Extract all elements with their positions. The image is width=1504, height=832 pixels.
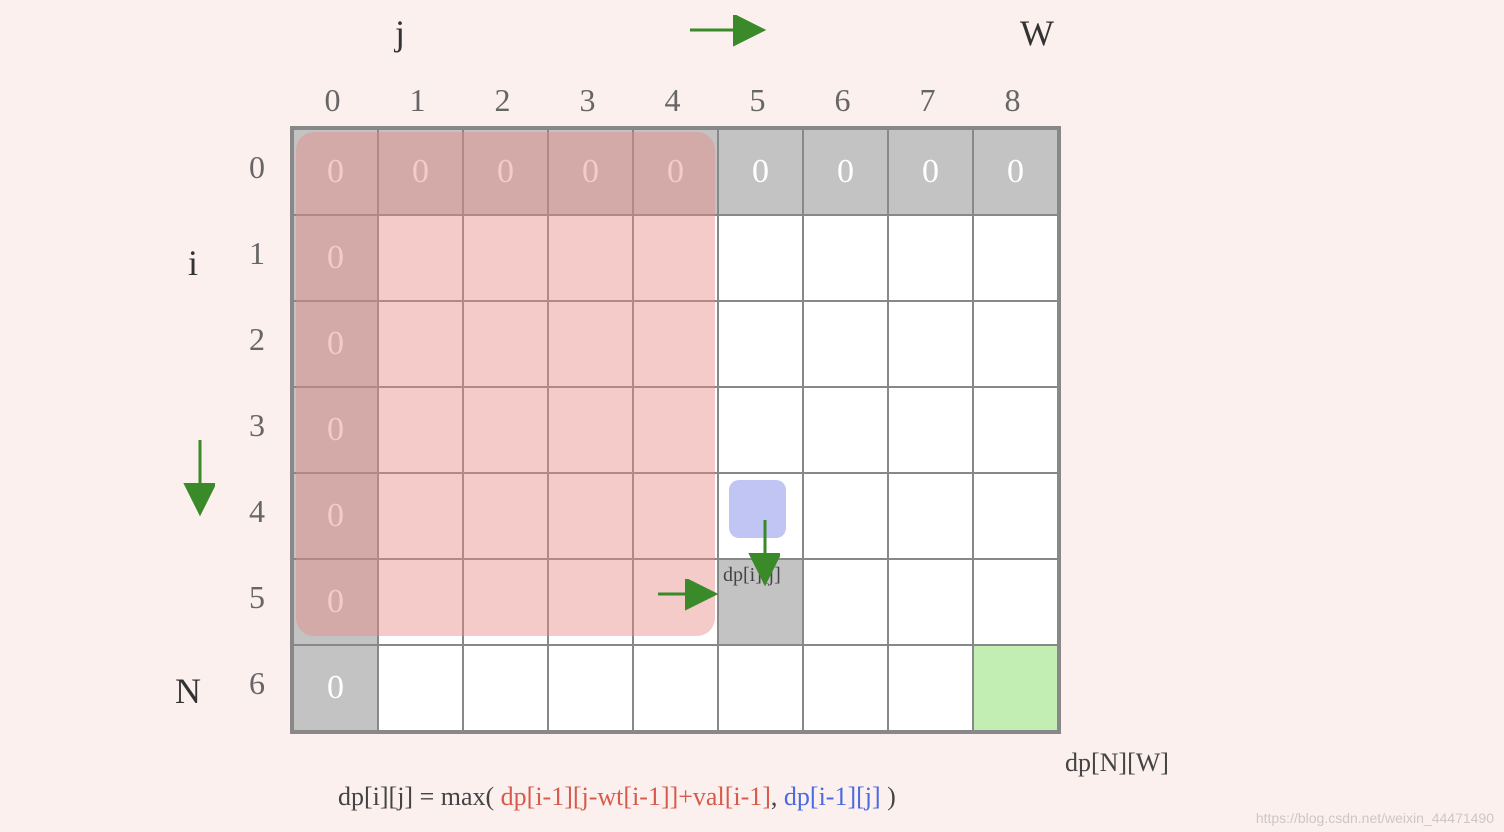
formula-suffix: ) xyxy=(881,782,896,811)
grid-cell xyxy=(463,473,548,559)
col-header: 6 xyxy=(800,82,885,119)
formula-blue-term: dp[i-1][j] xyxy=(784,782,881,811)
grid-cell xyxy=(718,215,803,301)
col-header: 0 xyxy=(290,82,375,119)
grid-cell: 0 xyxy=(293,645,378,731)
grid-cell: 0 xyxy=(633,129,718,215)
grid-cell xyxy=(378,301,463,387)
grid-cell: 0 xyxy=(463,129,548,215)
grid-cell xyxy=(803,473,888,559)
grid-cell xyxy=(718,645,803,731)
row-header: 2 xyxy=(225,321,265,358)
grid-cell xyxy=(378,215,463,301)
grid-cell: 0 xyxy=(973,129,1058,215)
dp-knapsack-diagram: j i W N 012345678 0123456 00000000000000… xyxy=(0,0,1504,832)
dp-grid: 000000000000000 xyxy=(290,126,1061,734)
grid-cell xyxy=(463,215,548,301)
grid-cell xyxy=(548,215,633,301)
axis-label-i: i xyxy=(188,242,198,284)
grid-cell: 0 xyxy=(293,473,378,559)
grid-cell xyxy=(888,473,973,559)
col-header: 7 xyxy=(885,82,970,119)
grid-cell xyxy=(973,215,1058,301)
watermark: https://blog.csdn.net/weixin_44471490 xyxy=(1256,810,1494,826)
grid-cell xyxy=(973,645,1058,731)
grid-cell xyxy=(803,215,888,301)
row-header: 1 xyxy=(225,235,265,272)
grid-cell xyxy=(888,559,973,645)
dp-NW-label: dp[N][W] xyxy=(1065,748,1169,778)
grid-cell xyxy=(718,301,803,387)
grid-cell xyxy=(888,387,973,473)
row-header: 6 xyxy=(225,665,265,702)
grid-cell xyxy=(548,301,633,387)
grid-cell xyxy=(548,473,633,559)
grid-cell: 0 xyxy=(888,129,973,215)
col-header: 4 xyxy=(630,82,715,119)
grid-cell: 0 xyxy=(378,129,463,215)
grid-cell xyxy=(548,559,633,645)
grid-cell xyxy=(803,645,888,731)
grid-cell: 0 xyxy=(293,559,378,645)
grid-cell xyxy=(973,387,1058,473)
grid-cell xyxy=(548,387,633,473)
formula-sep: , xyxy=(771,782,784,811)
grid-cell xyxy=(803,559,888,645)
grid-cell: 0 xyxy=(803,129,888,215)
row-header: 0 xyxy=(225,149,265,186)
col-header: 5 xyxy=(715,82,800,119)
grid-cell: 0 xyxy=(293,387,378,473)
grid-cell xyxy=(888,301,973,387)
col-header: 1 xyxy=(375,82,460,119)
grid-cell xyxy=(463,301,548,387)
grid-cell xyxy=(548,645,633,731)
col-header: 3 xyxy=(545,82,630,119)
grid-cell xyxy=(633,387,718,473)
grid-cell xyxy=(378,559,463,645)
row-header: 3 xyxy=(225,407,265,444)
col-header: 8 xyxy=(970,82,1055,119)
row-header: 4 xyxy=(225,493,265,530)
grid-cell xyxy=(378,645,463,731)
grid-cell xyxy=(973,559,1058,645)
col-header: 2 xyxy=(460,82,545,119)
grid-cell xyxy=(803,301,888,387)
grid-cell xyxy=(633,215,718,301)
grid-cell xyxy=(633,645,718,731)
recurrence-formula: dp[i][j] = max( dp[i-1][j-wt[i-1]]+val[i… xyxy=(338,782,896,812)
grid-cell xyxy=(463,559,548,645)
grid-cell xyxy=(888,215,973,301)
grid-cell xyxy=(633,559,718,645)
grid-cell xyxy=(973,301,1058,387)
row-header: 5 xyxy=(225,579,265,616)
grid-cell xyxy=(718,473,803,559)
grid-cell: 0 xyxy=(293,129,378,215)
grid-cell xyxy=(633,473,718,559)
axis-label-W: W xyxy=(1020,12,1054,54)
grid-cell: 0 xyxy=(548,129,633,215)
axis-label-j: j xyxy=(395,12,405,54)
grid-cell xyxy=(888,645,973,731)
formula-red-term: dp[i-1][j-wt[i-1]]+val[i-1] xyxy=(501,782,771,811)
axis-label-N: N xyxy=(175,670,201,712)
grid-cell xyxy=(378,473,463,559)
grid-cell xyxy=(803,387,888,473)
grid-cell: 0 xyxy=(718,129,803,215)
dp-ij-label: dp[i][j] xyxy=(723,564,781,587)
grid-cell: 0 xyxy=(293,301,378,387)
grid-cell xyxy=(718,387,803,473)
grid-cell xyxy=(378,387,463,473)
formula-prefix: dp[i][j] = max( xyxy=(338,782,501,811)
grid-cell: 0 xyxy=(293,215,378,301)
grid-cell xyxy=(463,645,548,731)
grid-cell xyxy=(973,473,1058,559)
grid-cell xyxy=(633,301,718,387)
grid-cell xyxy=(463,387,548,473)
